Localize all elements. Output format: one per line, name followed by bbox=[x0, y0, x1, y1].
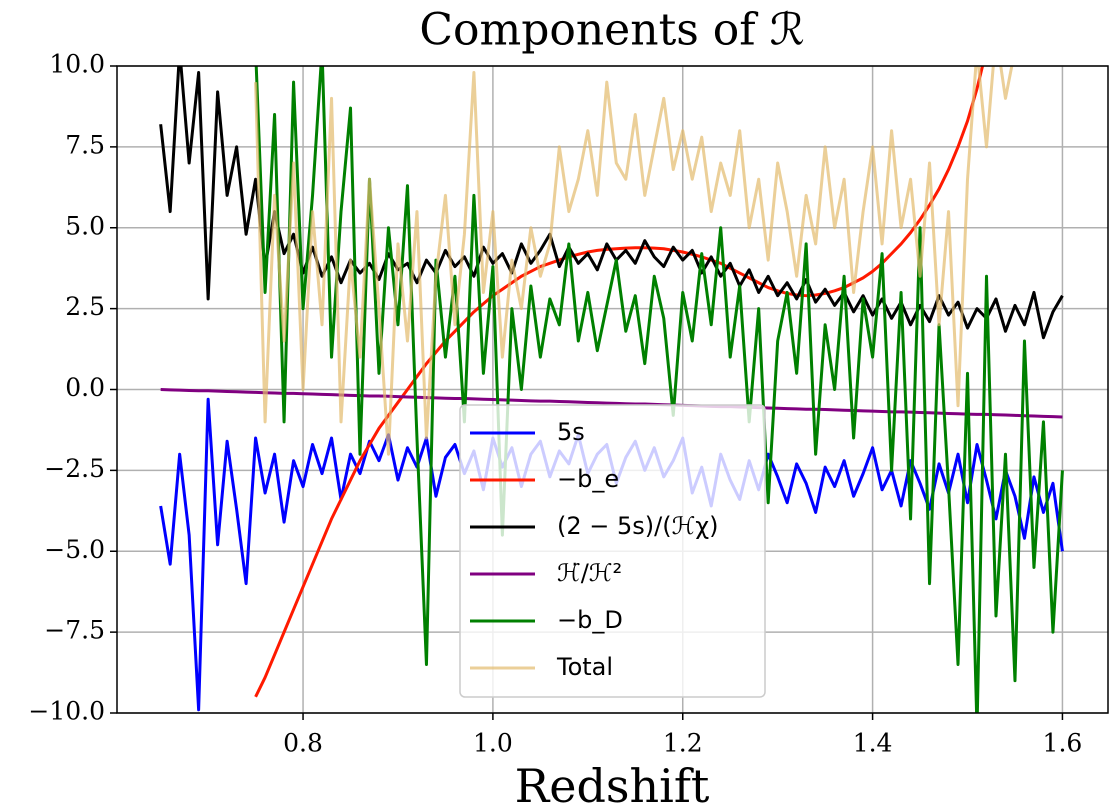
y-tick-label: 10.0 bbox=[49, 50, 105, 79]
y-tick-label: −5.0 bbox=[44, 535, 105, 564]
legend-label: −b_e bbox=[557, 465, 619, 493]
legend-box bbox=[459, 404, 766, 698]
y-tick-label: −10.0 bbox=[28, 697, 105, 726]
y-tick-label: 0.0 bbox=[65, 373, 105, 402]
axes: −10.0 −7.5 −5.0 −2.5 0.0 2.5 5.0 7.5 10.0 0.8 1.0 1… bbox=[28, 50, 1109, 758]
series-line bbox=[254, 66, 1064, 713]
y-tick-label: 2.5 bbox=[65, 292, 105, 321]
x-tick-label: 1.4 bbox=[853, 729, 893, 758]
x-tick-label: 1.6 bbox=[1043, 729, 1083, 758]
x-tick-label: 1.0 bbox=[473, 729, 513, 758]
series-line bbox=[160, 388, 1063, 419]
series-line bbox=[254, 66, 985, 698]
legend-label: (2 − 5s)/(ℋχ) bbox=[557, 512, 719, 540]
x-tick-label: 1.2 bbox=[663, 729, 703, 758]
series-line bbox=[254, 66, 1014, 456]
legend: 5s −b_e (2 − 5s)/(ℋχ) ℋ̇/ℋ² −b_D Total bbox=[459, 404, 766, 698]
y-tick-label: 5.0 bbox=[65, 211, 105, 240]
legend-label: ℋ̇/ℋ² bbox=[557, 559, 622, 587]
legend-label: −b_D bbox=[557, 606, 623, 634]
x-tick-label: 0.8 bbox=[283, 729, 323, 758]
y-tick-label: 7.5 bbox=[65, 130, 105, 159]
y-tick-label: −2.5 bbox=[44, 454, 105, 483]
chart-title: Components of ℛ bbox=[419, 5, 804, 56]
legend-label: 5s bbox=[557, 418, 585, 446]
y-tick-label: −7.5 bbox=[44, 616, 105, 645]
legend-label: Total bbox=[556, 653, 613, 681]
x-axis-label: Redshift bbox=[515, 759, 710, 812]
plot-frame bbox=[116, 65, 1109, 714]
